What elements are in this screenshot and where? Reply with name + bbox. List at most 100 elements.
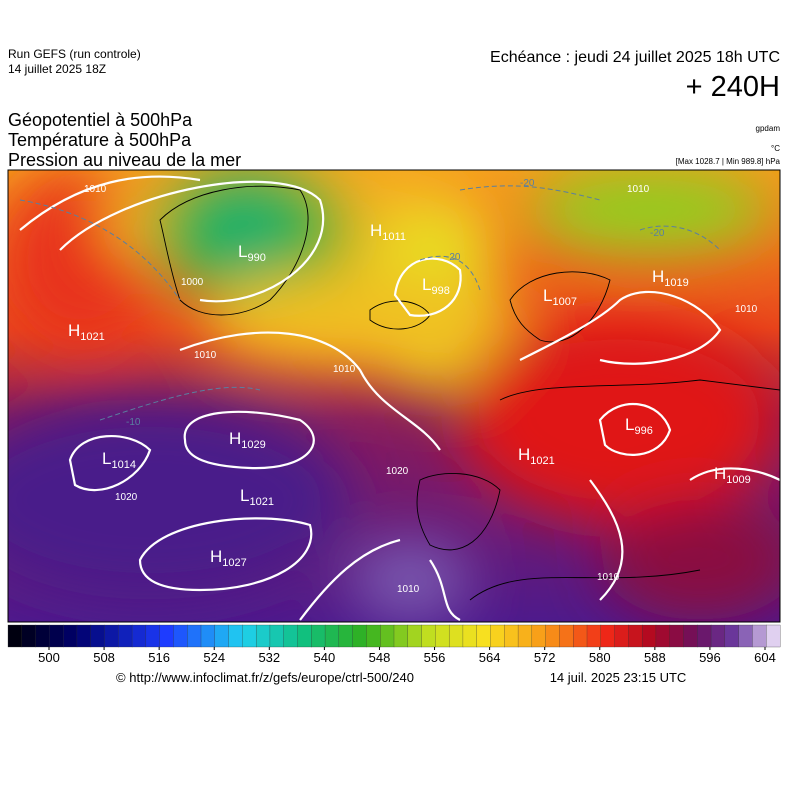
- pressure-center: H1021: [68, 321, 105, 343]
- center-value: 1011: [382, 231, 406, 243]
- center-type: L: [238, 242, 247, 261]
- center-type: H: [518, 445, 530, 464]
- colorbar-swatch: [476, 624, 491, 648]
- center-type: L: [625, 415, 634, 434]
- isobar-label: 1020: [386, 466, 409, 477]
- temperature-label: -10: [126, 417, 141, 428]
- isobar-label: 1010: [84, 184, 107, 195]
- colorbar-swatch: [600, 624, 616, 648]
- field-title: Pression au niveau de la mer: [8, 150, 241, 170]
- field-title: Température à 500hPa: [8, 130, 192, 150]
- run: Run GEFS (run controle): [8, 47, 141, 61]
- colorbar-swatch: [242, 624, 257, 648]
- colorbar-swatch: [324, 624, 340, 648]
- colorbar-tick-label: 604: [754, 650, 776, 665]
- center-type: L: [102, 449, 111, 468]
- colorbar-swatch: [200, 624, 216, 648]
- pressure-center: H1027: [210, 547, 247, 569]
- colorbar-swatch: [269, 624, 285, 648]
- colorbar-tick-label: 596: [699, 650, 721, 665]
- pressure-center: H1019: [652, 267, 689, 289]
- center-type: H: [652, 267, 664, 286]
- colorbar-swatch: [738, 624, 753, 648]
- center-value: 1019: [664, 277, 688, 289]
- colorbar-swatch: [531, 624, 547, 648]
- colorbar-tick-label: 508: [93, 650, 115, 665]
- colorbar-swatch: [504, 624, 519, 648]
- colorbar-tick-label: 564: [479, 650, 501, 665]
- isobar-label: 1010: [597, 572, 620, 583]
- colorbar-tick-label: 588: [644, 650, 666, 665]
- colorbar-swatch: [545, 624, 560, 648]
- center-value: 1009: [726, 474, 750, 486]
- colorbar-swatch: [145, 624, 161, 648]
- pressure-center: L1007: [543, 286, 577, 308]
- center-value: 998: [431, 285, 449, 297]
- temperature-label: -20: [650, 228, 665, 239]
- colorbar-swatch: [338, 624, 354, 648]
- isobar-label: 1000: [181, 277, 204, 288]
- colorbar-tick-label: 548: [369, 650, 391, 665]
- isobar-label: 1010: [194, 350, 217, 361]
- colorbar-swatch: [380, 624, 395, 648]
- center-type: L: [543, 286, 552, 305]
- colorbar-tick-label: 572: [534, 650, 556, 665]
- colorbar-swatch: [255, 624, 271, 648]
- colorbar-swatch: [448, 624, 464, 648]
- center-value: 996: [634, 425, 652, 437]
- run-date: 14 juillet 2025 18Z: [8, 62, 106, 76]
- temperature-label: -20: [520, 178, 535, 189]
- colorbar-swatch: [187, 624, 202, 648]
- isobar-label: 1010: [735, 304, 758, 315]
- unit: °C: [771, 144, 780, 153]
- colorbar-swatch: [628, 624, 643, 648]
- colorbar-swatch: [297, 624, 312, 648]
- center-value: 1021: [530, 455, 554, 467]
- center-value: 1021: [249, 496, 273, 508]
- colorbar-swatch: [131, 624, 147, 648]
- colorbar-swatch: [311, 624, 326, 648]
- pressure-center: H1021: [518, 445, 555, 467]
- colorbar-swatch: [118, 624, 133, 648]
- colorbar-swatch: [614, 624, 629, 648]
- issue-time: 14 juil. 2025 23:15 UTC: [550, 670, 687, 685]
- center-value: 1014: [111, 459, 135, 471]
- pressure-center: H1011: [370, 221, 406, 243]
- colorbar-swatch: [393, 624, 409, 648]
- colorbar-swatch: [669, 624, 684, 648]
- colorbar-swatch: [586, 624, 602, 648]
- center-type: H: [714, 464, 726, 483]
- colorbar-swatch: [407, 624, 423, 648]
- colorbar-swatch: [490, 624, 505, 648]
- colorbar-swatch: [104, 624, 119, 648]
- pressure-center: L1014: [102, 449, 136, 471]
- colorbar-swatch: [283, 624, 298, 648]
- colorbar-swatch: [62, 624, 78, 648]
- isobar-label: 1010: [333, 364, 356, 375]
- center-type: H: [370, 221, 382, 240]
- temperature-label: -20: [446, 252, 461, 263]
- pressure-center: L998: [422, 275, 450, 297]
- colorbar-swatch: [421, 624, 436, 648]
- center-value: 990: [247, 252, 265, 264]
- colorbar-tick-label: 516: [148, 650, 170, 665]
- colorbar-swatch: [655, 624, 671, 648]
- unit: [Max 1028.7 | Min 989.8] hPa: [676, 157, 781, 166]
- colorbar-swatch: [573, 624, 588, 648]
- map-frame: [7, 169, 781, 623]
- colorbar-swatch: [435, 624, 450, 648]
- center-value: 1027: [222, 557, 246, 569]
- colorbar-swatch: [683, 624, 698, 648]
- center-type: L: [240, 486, 249, 505]
- colorbar-swatch: [7, 624, 23, 648]
- pressure-center: L1021: [240, 486, 274, 508]
- colorbar-swatch: [21, 624, 37, 648]
- colorbar-swatch: [228, 624, 243, 648]
- colorbar-tick-label: 532: [258, 650, 280, 665]
- colorbar-swatch: [724, 624, 740, 648]
- colorbar-swatch: [90, 624, 105, 648]
- colorbar-swatch: [517, 624, 533, 648]
- colorbar-swatch: [35, 624, 50, 648]
- colorbar-swatch: [159, 624, 174, 648]
